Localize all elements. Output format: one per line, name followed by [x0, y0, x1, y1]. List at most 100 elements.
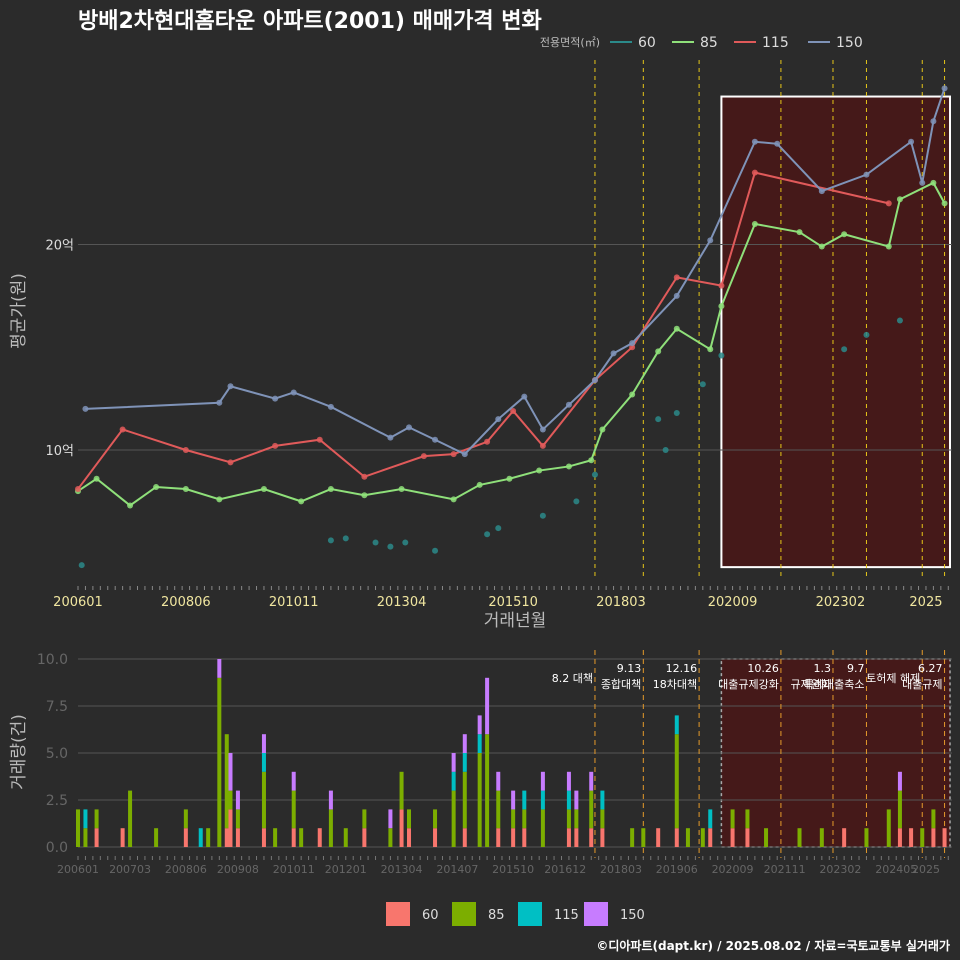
x-tick-label: 202302 — [816, 595, 866, 610]
bar-segment-60 — [656, 828, 661, 847]
policy-annotation: 10.26 — [747, 662, 779, 675]
data-point-150 — [227, 383, 234, 390]
x-axis-label: 거래년월 — [484, 611, 547, 631]
bar-segment-85 — [566, 809, 571, 829]
data-point-85 — [182, 486, 189, 493]
bar-segment-60 — [842, 828, 847, 847]
data-point-150 — [327, 403, 334, 410]
bar-segment-60 — [94, 828, 99, 847]
bar-segment-85 — [511, 809, 516, 829]
bar-x-tick-label: 201011 — [273, 863, 315, 876]
bar-segment-85 — [224, 734, 229, 829]
bar-segment-85 — [154, 828, 159, 847]
data-point-85 — [818, 243, 825, 250]
bar-segment-60 — [261, 828, 266, 847]
data-point-150 — [908, 138, 915, 145]
bar-x-tick-label: 200601 — [57, 863, 99, 876]
legend-label-60: 60 — [638, 35, 656, 51]
bar-segment-115 — [83, 809, 88, 829]
data-point-85 — [588, 457, 595, 464]
data-point-115 — [420, 453, 427, 460]
data-point-115 — [539, 442, 546, 449]
data-point-60 — [342, 535, 349, 542]
bar-x-tick-label: 202302 — [819, 863, 861, 876]
bar-legend-swatch-115 — [518, 902, 542, 926]
data-point-85 — [536, 467, 543, 474]
bar-segment-60 — [730, 828, 735, 847]
data-point-85 — [655, 348, 662, 355]
bar-segment-85 — [206, 828, 211, 847]
bar-segment-60 — [942, 828, 947, 847]
data-point-60 — [662, 447, 669, 453]
x-tick-label: 200806 — [161, 595, 211, 610]
data-point-85 — [718, 303, 725, 310]
bar-x-tick-label: 201510 — [492, 863, 534, 876]
data-point-115 — [673, 274, 680, 281]
data-point-150 — [629, 340, 636, 347]
data-point-150 — [774, 140, 781, 147]
bar-segment-85 — [451, 790, 456, 847]
bar-segment-85 — [273, 828, 278, 847]
legend-label-150: 150 — [836, 35, 863, 51]
data-point-150 — [495, 416, 502, 423]
data-point-60 — [432, 547, 439, 554]
bar-x-tick-label: 200806 — [165, 863, 207, 876]
data-point-85 — [599, 426, 606, 433]
highlight-region — [720, 95, 952, 569]
bar-segment-85 — [261, 771, 266, 829]
data-point-60 — [673, 410, 680, 417]
data-point-85 — [629, 391, 636, 398]
bar-segment-150 — [388, 809, 393, 829]
bar-segment-85 — [462, 771, 467, 829]
y-axis-label: 평균가(원) — [9, 273, 29, 349]
data-point-115 — [629, 344, 636, 351]
data-point-150 — [930, 118, 937, 125]
bar-y-tick-label: 10.0 — [37, 652, 68, 668]
bar-segment-85 — [228, 790, 233, 810]
data-point-60 — [484, 531, 491, 538]
data-point-115 — [510, 407, 517, 414]
bar-segment-60 — [120, 828, 125, 847]
bar-segment-115 — [540, 790, 545, 810]
bar-legend-label-150: 150 — [620, 908, 645, 923]
bar-segment-60 — [897, 828, 902, 847]
bar-x-tick-label: 2025 — [912, 863, 940, 876]
bar-segment-85 — [291, 790, 296, 829]
bar-segment-115 — [522, 790, 527, 810]
policy-annotation: 9.13 — [617, 662, 642, 675]
bar-segment-150 — [540, 771, 545, 791]
bar-segment-115 — [198, 828, 203, 847]
data-point-115 — [450, 451, 457, 458]
bar-segment-85 — [886, 809, 891, 847]
bar-segment-60 — [909, 828, 914, 847]
x-tick-label: 201304 — [377, 595, 427, 610]
bar-legend-label-85: 85 — [488, 908, 505, 923]
bar-segment-60 — [522, 828, 527, 847]
data-point-85 — [841, 231, 848, 238]
bar-segment-85 — [299, 828, 304, 847]
bar-segment-60 — [228, 809, 233, 847]
policy-annotation: 8.2 대책 — [552, 672, 593, 685]
data-point-150 — [565, 401, 572, 408]
bar-segment-150 — [228, 753, 233, 791]
bar-y-tick-label: 0.0 — [46, 840, 68, 856]
bar-segment-85 — [730, 809, 735, 829]
data-point-85 — [93, 475, 100, 482]
bar-segment-85 — [128, 790, 133, 847]
bar-segment-85 — [235, 809, 240, 829]
data-point-115 — [361, 473, 368, 480]
data-point-85 — [565, 463, 572, 470]
bar-legend-label-115: 115 — [554, 908, 579, 923]
data-point-150 — [521, 393, 528, 400]
data-point-85 — [260, 486, 267, 493]
bar-segment-60 — [399, 809, 404, 847]
data-point-115 — [227, 459, 234, 466]
bar-segment-150 — [217, 659, 222, 678]
bar-segment-85 — [764, 828, 769, 847]
data-point-60 — [896, 317, 903, 324]
bar-segment-85 — [94, 809, 99, 829]
data-point-85 — [896, 196, 903, 203]
bar-segment-60 — [462, 828, 467, 847]
data-point-115 — [272, 442, 279, 449]
credit-text: ©디아파트(dapt.kr) / 2025.08.02 / 자료=국토교통부 실… — [596, 938, 950, 953]
